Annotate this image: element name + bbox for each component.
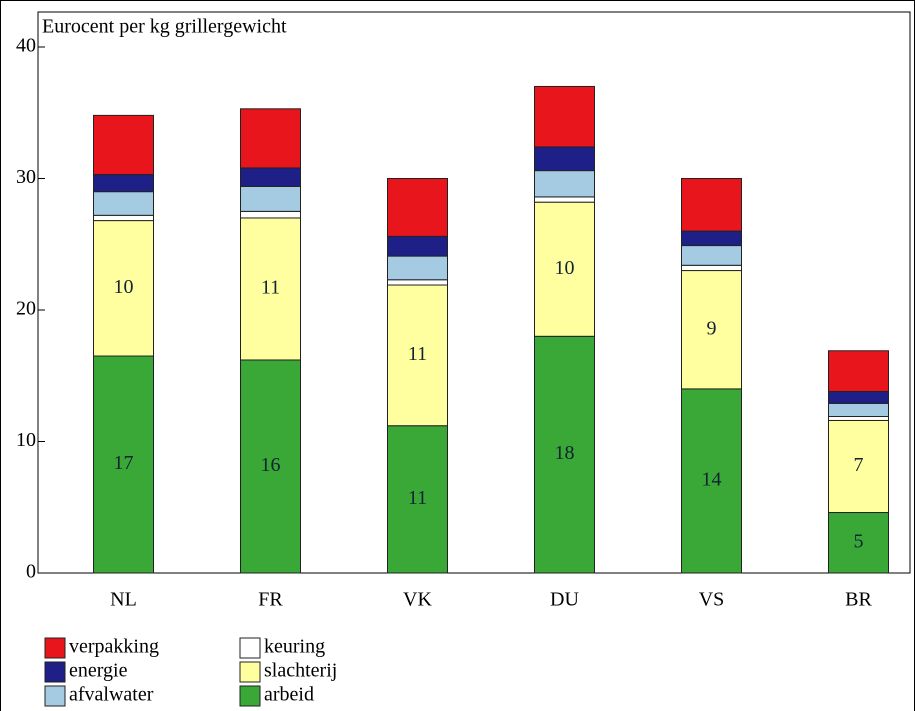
- bar-segment: [828, 391, 889, 404]
- bar-segment: [828, 419, 889, 514]
- y-tick-label: 0: [26, 561, 36, 583]
- bar-segment: [681, 230, 742, 247]
- value-label: 17: [114, 452, 134, 474]
- bar-segment: [387, 255, 448, 281]
- x-tick-label: FR: [258, 589, 283, 611]
- legend-label: arbeid: [264, 684, 314, 706]
- bar-segment: [681, 178, 742, 232]
- bar-segment: [387, 425, 448, 574]
- legend-swatch: [239, 637, 261, 659]
- value-label: 10: [114, 276, 134, 298]
- x-tick-label: VK: [403, 589, 432, 611]
- bar-segment: [93, 355, 154, 574]
- bar-segment: [828, 350, 889, 393]
- y-tick-label: 20: [16, 298, 36, 320]
- bar-segment: [681, 264, 742, 272]
- value-label: 16: [261, 454, 281, 476]
- plot-frame: [37, 11, 911, 574]
- legend-label: energie: [69, 660, 128, 682]
- bar-segment: [93, 214, 154, 222]
- legend-label: afvalwater: [69, 684, 154, 706]
- bar-segment: [387, 284, 448, 427]
- bar-segment: [534, 201, 595, 337]
- bar-segment: [534, 196, 595, 203]
- bar-segment: [387, 235, 448, 257]
- legend-label: slachterij: [264, 660, 337, 682]
- bar-segment: [93, 220, 154, 357]
- value-label: 9: [707, 317, 717, 339]
- legend-swatch: [44, 661, 66, 683]
- x-tick-label: VS: [699, 589, 725, 611]
- bar-segment: [534, 170, 595, 198]
- bar-segment: [240, 359, 301, 574]
- value-label: 18: [555, 442, 575, 464]
- legend-swatch: [239, 685, 261, 707]
- x-tick-label: BR: [845, 589, 872, 611]
- bar-segment: [534, 85, 595, 148]
- bar-segment: [93, 191, 154, 216]
- y-tick-label: 30: [16, 166, 36, 188]
- value-label: 11: [261, 277, 280, 299]
- value-label: 7: [854, 454, 864, 476]
- bar-segment: [828, 416, 889, 421]
- value-label: 10: [555, 257, 575, 279]
- x-tick-label: NL: [110, 589, 137, 611]
- bar-segment: [828, 402, 889, 418]
- bar-segment: [240, 210, 301, 219]
- value-label: 5: [854, 530, 864, 552]
- bar-segment: [681, 245, 742, 266]
- value-label: 11: [408, 343, 427, 365]
- bar-segment: [534, 146, 595, 172]
- y-tick-label: 10: [16, 429, 36, 451]
- y-tick-label: 40: [16, 35, 36, 57]
- bar-segment: [93, 174, 154, 193]
- legend-swatch: [239, 661, 261, 683]
- value-label: 11: [408, 487, 427, 509]
- bar-segment: [387, 279, 448, 286]
- legend-label: keuring: [264, 636, 325, 658]
- bar-segment: [387, 178, 448, 237]
- legend-swatch: [44, 637, 66, 659]
- y-axis-label: Eurocent per kg grillergewicht: [42, 16, 287, 38]
- bar-segment: [681, 270, 742, 390]
- bar-segment: [534, 335, 595, 574]
- bar-segment: [240, 167, 301, 187]
- legend-swatch: [44, 685, 66, 707]
- bar-segment: [681, 388, 742, 574]
- bar-segment: [240, 185, 301, 212]
- value-label: 14: [702, 469, 722, 491]
- bar-segment: [93, 114, 154, 176]
- x-tick-label: DU: [550, 589, 579, 611]
- bar-segment: [240, 108, 301, 169]
- legend-label: verpakking: [69, 636, 159, 658]
- bar-segment: [828, 512, 889, 574]
- bar-segment: [240, 217, 301, 361]
